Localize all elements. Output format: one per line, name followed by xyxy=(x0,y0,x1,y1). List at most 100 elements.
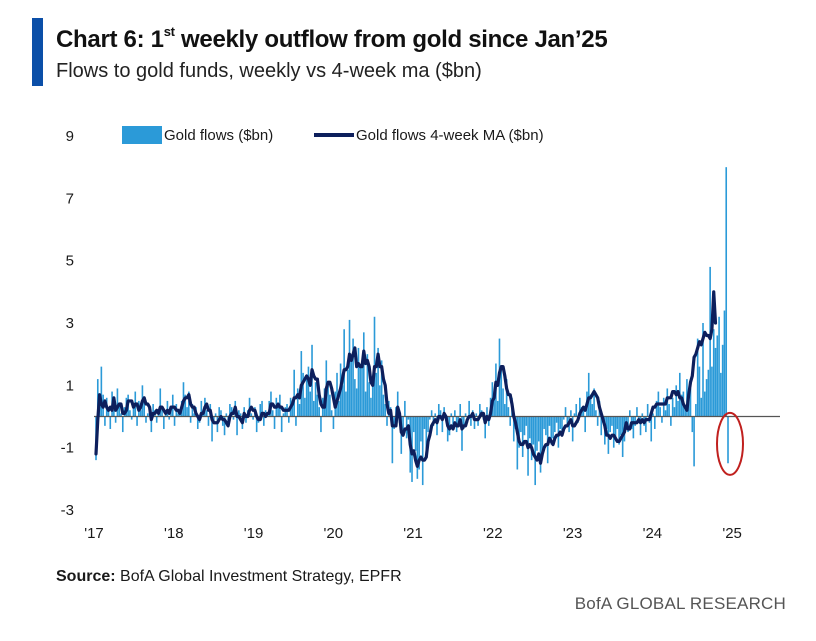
flow-bar xyxy=(396,391,399,417)
flow-bar xyxy=(252,416,254,420)
flow-bar xyxy=(593,388,595,417)
flow-bar xyxy=(364,391,367,417)
flow-bar xyxy=(261,400,263,417)
flow-bar xyxy=(371,375,374,417)
flow-bar xyxy=(468,400,470,417)
flow-bar xyxy=(548,416,551,426)
flow-bar xyxy=(355,388,358,417)
flow-bar xyxy=(273,416,276,429)
flow-bar xyxy=(500,366,503,417)
flow-bar xyxy=(439,410,442,417)
flow-bar xyxy=(523,416,526,436)
flow-bar xyxy=(596,416,599,426)
flow-bar xyxy=(184,394,187,417)
flow-bar xyxy=(293,369,295,417)
flow-bar xyxy=(689,388,692,417)
flow-bar xyxy=(384,404,387,417)
flow-bar xyxy=(118,404,121,417)
flow-bar xyxy=(205,410,208,417)
flow-bar xyxy=(720,372,722,417)
y-tick-label: 9 xyxy=(66,128,74,145)
flow-bar xyxy=(454,410,456,417)
y-tick-label: 1 xyxy=(66,377,74,394)
chart-subtitle: Flows to gold funds, weekly vs 4-week ma… xyxy=(56,60,482,82)
flow-bar xyxy=(545,416,547,436)
flow-bar xyxy=(238,410,240,417)
flow-bar xyxy=(370,397,372,417)
flow-bar xyxy=(412,416,415,433)
flow-bar xyxy=(386,416,388,426)
flow-bar xyxy=(496,400,499,417)
flow-bar xyxy=(718,316,720,417)
flow-bar xyxy=(691,416,694,433)
flow-bar xyxy=(332,416,335,429)
flow-bar xyxy=(414,416,417,451)
flow-bar xyxy=(150,416,153,433)
flow-bar xyxy=(539,416,542,473)
flow-bar xyxy=(313,400,315,417)
legend-bar-swatch xyxy=(122,126,162,144)
flow-bar xyxy=(484,416,486,439)
flow-bar xyxy=(520,416,522,433)
flow-bar xyxy=(462,416,465,429)
flow-bar xyxy=(305,379,308,417)
flow-bar xyxy=(220,410,222,417)
flow-bar xyxy=(225,413,228,417)
flow-bar xyxy=(589,394,592,417)
flow-bar xyxy=(587,372,590,417)
flow-bar xyxy=(579,397,581,417)
flow-bar xyxy=(711,366,713,417)
flow-bar xyxy=(530,416,533,461)
flow-bar xyxy=(562,416,565,420)
flow-bar xyxy=(362,332,365,417)
flow-bar xyxy=(532,416,535,445)
outflow-highlight-circle xyxy=(716,411,744,476)
flow-bar xyxy=(314,382,317,417)
flow-bar xyxy=(282,413,285,417)
flow-bar xyxy=(259,404,262,417)
flow-bar xyxy=(152,404,154,417)
flow-bar xyxy=(475,413,478,417)
x-tick-label: '21 xyxy=(403,525,423,542)
flow-bar xyxy=(223,416,226,436)
flow-bar xyxy=(186,407,188,417)
flow-bar xyxy=(130,416,133,420)
flow-bar xyxy=(382,394,385,417)
flow-bar xyxy=(163,416,165,429)
flow-bar xyxy=(336,372,338,417)
flow-bar xyxy=(114,416,117,423)
flow-bar xyxy=(564,407,567,417)
chart-title: Chart 6: 1st weekly outflow from gold si… xyxy=(56,24,608,54)
flow-bar xyxy=(391,416,394,464)
flow-bar xyxy=(591,404,594,417)
flow-bar xyxy=(104,416,106,426)
flow-bar xyxy=(554,416,556,433)
flow-bar xyxy=(143,397,146,417)
flow-bar xyxy=(316,394,319,417)
flow-bar xyxy=(193,413,195,417)
flow-bar xyxy=(295,416,297,426)
flow-bar xyxy=(727,416,729,464)
flow-bar xyxy=(652,413,654,417)
flow-bar xyxy=(470,416,472,426)
flow-bar xyxy=(116,388,119,417)
y-tick-label: -3 xyxy=(61,502,74,519)
flows-chart: -3 -1 1 3 5 7 9 '17 '18 '19 '20 '21 '22 '23 '24 '25 Gold… xyxy=(61,126,780,542)
source-label: Source: xyxy=(56,568,116,585)
x-tick-label: '22 xyxy=(483,525,503,542)
flow-bar xyxy=(146,413,149,417)
flow-bar xyxy=(646,404,649,417)
flow-bar xyxy=(132,404,135,417)
flow-bar xyxy=(173,416,176,426)
flow-bar xyxy=(695,404,697,417)
flow-bar xyxy=(120,413,122,417)
y-tick-label: 5 xyxy=(66,253,74,270)
flow-bar xyxy=(236,416,238,436)
flow-bar xyxy=(457,416,460,423)
flow-bar xyxy=(416,416,419,479)
flow-bar xyxy=(354,379,356,417)
flow-bar xyxy=(357,347,360,417)
flow-bar xyxy=(366,354,369,417)
flow-bar xyxy=(377,347,379,417)
flow-bar xyxy=(625,416,628,423)
